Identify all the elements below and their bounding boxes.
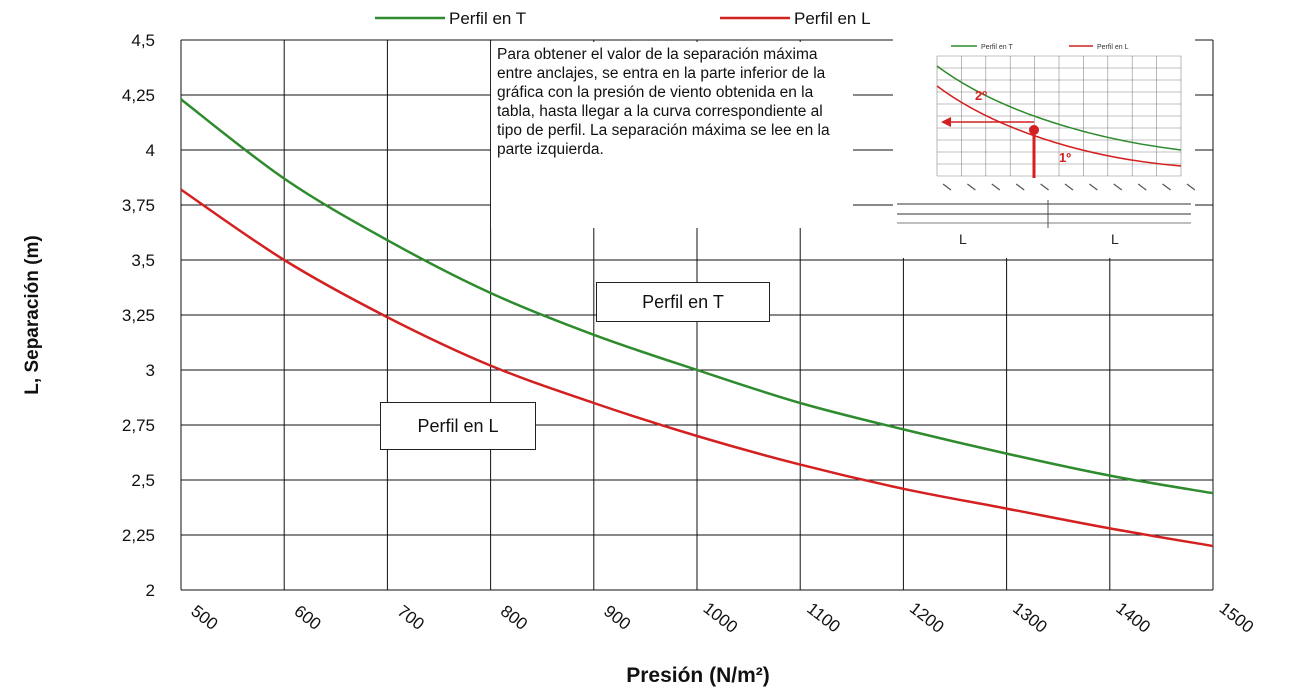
x-tick-label: 900 — [600, 601, 634, 633]
y-tick-label: 2,25 — [122, 526, 155, 545]
series-line-perfil-l — [180, 188, 1214, 548]
legend-label: Perfil en L — [794, 9, 871, 28]
y-tick-label: 4 — [146, 141, 155, 160]
inset-x-ticks — [942, 183, 1196, 191]
inset-x-tick — [1015, 183, 1025, 191]
x-tick-label: 1400 — [1112, 599, 1154, 637]
y-axis-ticks: 2 2,25 2,5 2,75 3 3,25 3,5 3,75 4 4,25 4,5 — [122, 31, 155, 600]
inset-grid — [936, 55, 1182, 177]
x-tick-label: 800 — [497, 601, 531, 633]
inset-legend-l: Perfil en L — [1097, 44, 1129, 51]
x-tick-label: 1000 — [700, 599, 742, 637]
y-tick-label: 3,75 — [122, 196, 155, 215]
inset-x-tick — [991, 183, 1001, 191]
y-tick-label: 4,5 — [131, 31, 155, 50]
inset-curve-t — [936, 65, 1182, 151]
inset-x-tick — [1089, 183, 1098, 191]
series-lines — [180, 98, 1214, 548]
inset-arrow-head — [1029, 125, 1039, 135]
inset-span-label-1: L — [959, 231, 967, 247]
y-tick-label: 4,25 — [122, 86, 155, 105]
x-tick-label: 600 — [291, 601, 325, 633]
inset-arrow-left-head — [941, 117, 951, 127]
x-tick-label: 1300 — [1009, 599, 1051, 637]
inset-span-label-2: L — [1111, 231, 1119, 247]
x-tick-label: 1100 — [803, 599, 844, 636]
inset-svg: Perfil en T Perfil en L 2º 1º L L — [897, 44, 1196, 247]
callout-perfil-t: Perfil en T — [596, 282, 770, 322]
inset-marker-1: 1º — [1059, 150, 1071, 165]
y-tick-label: 2,75 — [122, 416, 155, 435]
x-tick-label: 1500 — [1216, 599, 1258, 637]
x-tick-label: 700 — [394, 601, 428, 633]
inset-x-tick — [1186, 183, 1196, 191]
y-tick-label: 2,5 — [131, 471, 155, 490]
legend: Perfil en T Perfil en L — [375, 9, 871, 28]
y-tick-label: 3,5 — [131, 251, 155, 270]
inset-x-tick — [1113, 183, 1123, 191]
x-tick-label: 1200 — [906, 599, 948, 637]
callout-perfil-l: Perfil en L — [380, 402, 536, 450]
inset-x-tick — [1040, 183, 1049, 191]
y-tick-label: 3,25 — [122, 306, 155, 325]
inset-legend-t: Perfil en T — [981, 44, 1013, 51]
y-tick-label: 3 — [146, 361, 155, 380]
inset-x-tick — [967, 183, 976, 191]
x-axis-ticks: 500 600 700 800 900 1000 1100 1200 1300 1400 1500 — [187, 599, 1257, 637]
inset-x-tick — [1137, 183, 1147, 191]
legend-label: Perfil en T — [449, 9, 526, 28]
inset-marker-2: 2º — [975, 88, 987, 103]
y-axis-label: L, Separación (m) — [22, 235, 43, 394]
x-tick-label: 500 — [187, 601, 221, 633]
y-tick-label: 2 — [146, 581, 155, 600]
inset-x-tick — [942, 183, 952, 191]
inset-diagram: Perfil en T Perfil en L 2º 1º L L — [893, 38, 1196, 258]
inset-x-tick — [1064, 183, 1074, 191]
series-line-perfil-t — [180, 98, 1214, 495]
instruction-note: Para obtener el valor de la separación m… — [491, 42, 853, 228]
x-axis-label: Presión (N/m²) — [626, 664, 770, 687]
inset-curve-l — [936, 85, 1182, 167]
inset-x-tick — [1162, 183, 1171, 191]
